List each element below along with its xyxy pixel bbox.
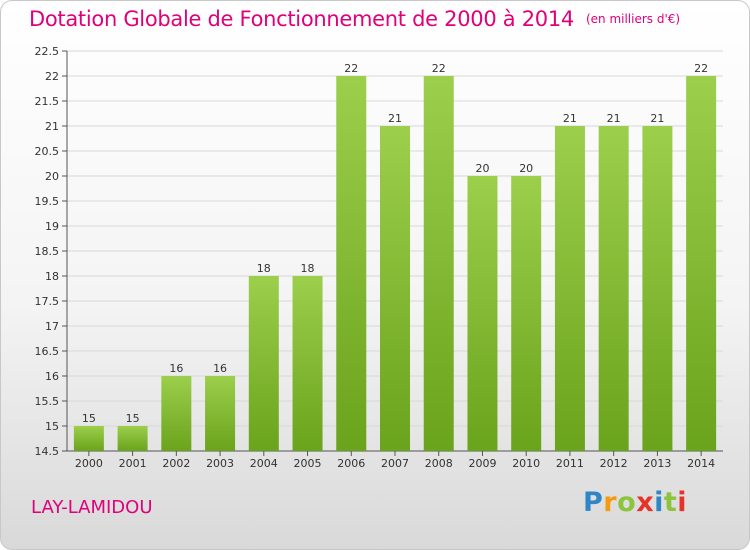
- x-tick-label-2014: 2014: [687, 457, 715, 470]
- x-tick-label-2006: 2006: [337, 457, 365, 470]
- bar-2001: [117, 426, 148, 451]
- proxiti-logo: Proxiti: [583, 487, 688, 518]
- x-tick-label-2010: 2010: [512, 457, 540, 470]
- data-label-2006: 22: [344, 62, 358, 75]
- y-tick-label: 21: [45, 120, 59, 133]
- bar-2004: [248, 276, 279, 451]
- data-label-2010: 20: [519, 162, 533, 175]
- bar-2014: [686, 76, 717, 451]
- x-tick-label-2012: 2012: [600, 457, 628, 470]
- data-label-2004: 18: [257, 262, 271, 275]
- y-tick-label: 17: [45, 320, 59, 333]
- y-tick-label: 22.5: [35, 45, 60, 58]
- bar-2005: [292, 276, 323, 451]
- bars: [73, 76, 717, 451]
- data-label-2003: 16: [213, 362, 227, 375]
- data-label-2002: 16: [169, 362, 183, 375]
- y-tick-label: 16: [45, 370, 59, 383]
- bar-2013: [642, 126, 673, 451]
- y-tick-label: 20: [45, 170, 59, 183]
- data-label-2005: 18: [301, 262, 315, 275]
- chart-title: Dotation Globale de Fonctionnement de 20…: [29, 7, 680, 31]
- data-label-2013: 21: [650, 112, 664, 125]
- x-tick-label-2001: 2001: [119, 457, 147, 470]
- data-label-2009: 20: [475, 162, 489, 175]
- x-tick-label-2000: 2000: [75, 457, 103, 470]
- data-label-2000: 15: [82, 412, 96, 425]
- x-tick-label-2005: 2005: [294, 457, 322, 470]
- chart-unit: (en milliers d'€): [585, 12, 681, 26]
- data-label-2014: 22: [694, 62, 708, 75]
- data-label-2012: 21: [607, 112, 621, 125]
- x-tick-label-2011: 2011: [556, 457, 584, 470]
- y-tick-label: 19: [45, 220, 59, 233]
- y-tick-label: 15.5: [35, 395, 60, 408]
- bar-2009: [467, 176, 498, 451]
- bar-2002: [161, 376, 192, 451]
- y-tick-label: 20.5: [35, 145, 60, 158]
- y-tick-label: 21.5: [35, 95, 60, 108]
- y-tick-label: 22: [45, 70, 59, 83]
- x-tick-label-2002: 2002: [162, 457, 190, 470]
- y-tick-label: 18: [45, 270, 59, 283]
- y-tick-label: 17.5: [35, 295, 60, 308]
- bar-2006: [336, 76, 367, 451]
- y-tick-label: 16.5: [35, 345, 60, 358]
- y-tick-label: 19.5: [35, 195, 60, 208]
- bar-2008: [423, 76, 454, 451]
- data-label-2008: 22: [432, 62, 446, 75]
- x-tick-label-2009: 2009: [468, 457, 496, 470]
- y-tick-label: 15: [45, 420, 59, 433]
- bar-2003: [205, 376, 236, 451]
- y-tick-label: 14.5: [35, 445, 60, 458]
- data-label-2011: 21: [563, 112, 577, 125]
- bar-2012: [598, 126, 629, 451]
- bar-2010: [511, 176, 542, 451]
- labels: 14.5 15 15.5 16 16.5 17 17.5 18 18.5 19 19.5 20 20.5…: [35, 45, 716, 470]
- bar-2007: [380, 126, 410, 451]
- x-tick-label-2004: 2004: [250, 457, 278, 470]
- chart-title-text: Dotation Globale de Fonctionnement de 20…: [29, 7, 574, 31]
- commune-name: LAY-LAMIDOU: [31, 497, 153, 518]
- bar-2000: [73, 426, 104, 451]
- data-label-2001: 15: [126, 412, 140, 425]
- data-label-2007: 21: [388, 112, 402, 125]
- x-tick-label-2003: 2003: [206, 457, 234, 470]
- x-tick-label-2013: 2013: [643, 457, 671, 470]
- x-tick-label-2007: 2007: [381, 457, 409, 470]
- bar-2011: [554, 126, 585, 451]
- x-tick-label-2008: 2008: [425, 457, 453, 470]
- y-tick-label: 18.5: [35, 245, 60, 258]
